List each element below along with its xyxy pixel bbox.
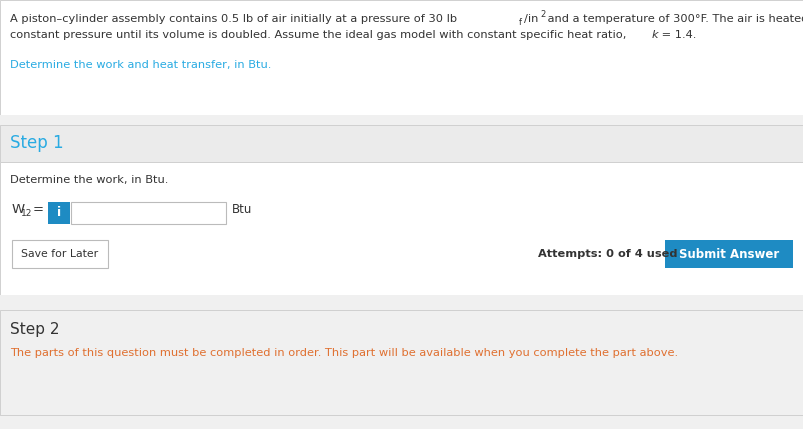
Text: 12: 12 <box>21 209 32 218</box>
Bar <box>0 310 803 415</box>
Text: and a temperature of 300°F. The air is heated at: and a temperature of 300°F. The air is h… <box>544 14 803 24</box>
Bar <box>0 115 803 125</box>
Text: Determine the work, in Btu.: Determine the work, in Btu. <box>10 175 168 185</box>
Text: =: = <box>33 203 44 216</box>
Text: f: f <box>519 18 521 27</box>
Text: Step 2: Step 2 <box>10 322 59 337</box>
Bar <box>0 415 803 429</box>
Bar <box>48 202 70 224</box>
Text: The parts of this question must be completed in order. This part will be availab: The parts of this question must be compl… <box>10 348 677 358</box>
Bar <box>664 240 792 268</box>
Text: A piston–cylinder assembly contains 0.5 lb of air initially at a pressure of 30 : A piston–cylinder assembly contains 0.5 … <box>10 14 457 24</box>
Text: Attempts: 0 of 4 used: Attempts: 0 of 4 used <box>537 249 677 259</box>
Bar <box>0 295 803 310</box>
Bar <box>0 0 803 115</box>
Text: constant pressure until its volume is doubled. Assume the ideal gas model with c: constant pressure until its volume is do… <box>10 30 630 40</box>
Bar <box>0 162 803 295</box>
Text: 2: 2 <box>540 10 544 19</box>
Text: Submit Answer: Submit Answer <box>678 248 778 260</box>
Text: = 1.4.: = 1.4. <box>657 30 695 40</box>
Text: Step 1: Step 1 <box>10 134 63 152</box>
Text: /in: /in <box>524 14 538 24</box>
Text: W: W <box>12 203 25 216</box>
Bar <box>12 240 108 268</box>
Bar <box>0 125 803 162</box>
Bar <box>71 202 226 224</box>
Text: Btu: Btu <box>232 203 252 216</box>
Text: i: i <box>57 206 61 220</box>
Text: Determine the work and heat transfer, in Btu.: Determine the work and heat transfer, in… <box>10 60 271 70</box>
Text: k: k <box>651 30 658 40</box>
Text: Save for Later: Save for Later <box>22 249 99 259</box>
